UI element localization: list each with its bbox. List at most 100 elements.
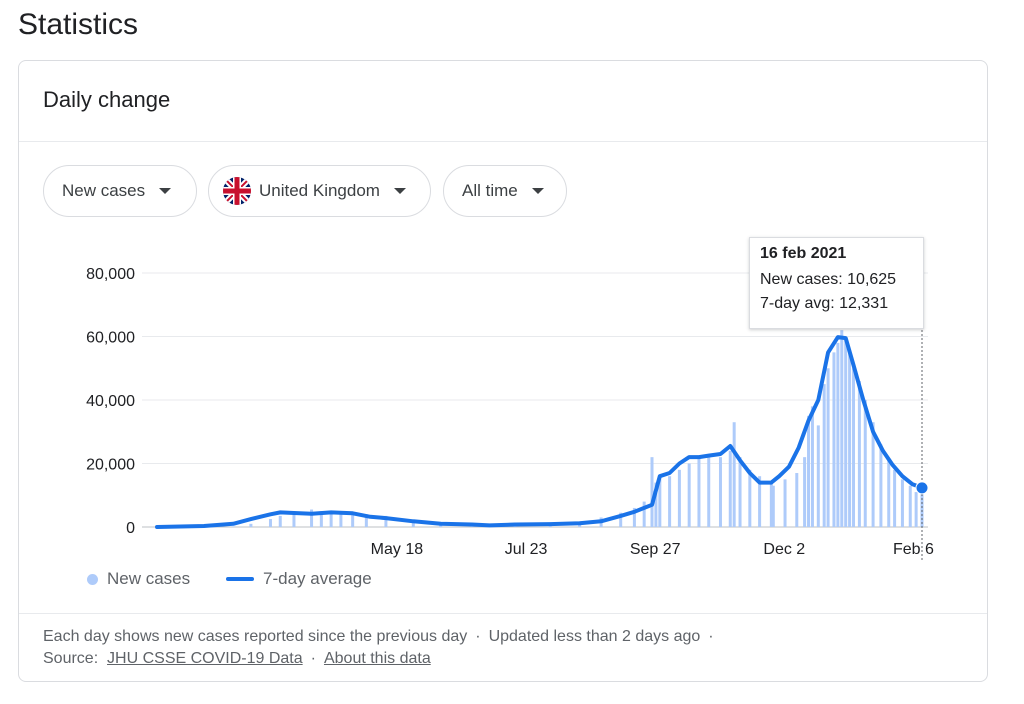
tooltip-new-cases: New cases: 10,625 <box>760 271 897 288</box>
case-bar <box>822 384 826 527</box>
case-bar <box>268 519 272 527</box>
case-bar <box>642 501 646 527</box>
case-bar <box>769 482 773 527</box>
case-bar <box>879 444 883 527</box>
footer-separator: · <box>475 628 481 645</box>
case-bar <box>687 463 691 527</box>
case-bar <box>411 520 415 527</box>
case-bar <box>748 469 752 527</box>
tooltip-7day-avg: 7-day avg: 12,331 <box>760 295 889 312</box>
daily-change-card: Daily change New cases United Kingdom Al… <box>18 60 988 682</box>
case-bar <box>844 336 848 527</box>
x-tick-label: May 18 <box>371 541 424 558</box>
case-bar <box>677 469 681 527</box>
footer-line-2: Source: JHU CSSE COVID-19 Data · About thi… <box>43 650 431 668</box>
case-bar <box>632 507 636 527</box>
footer-line-1: Each day shows new cases reported since … <box>43 628 722 646</box>
caret-down-icon <box>159 188 172 194</box>
line-series <box>155 330 929 560</box>
legend-line-swatch <box>226 577 254 581</box>
footer-source-label: Source: <box>43 650 99 667</box>
case-bar <box>810 406 814 527</box>
card-footer-divider <box>19 613 987 614</box>
case-bar <box>249 523 253 527</box>
case-bar <box>231 526 235 527</box>
caret-down-icon <box>393 188 406 194</box>
region-dropdown-label: United Kingdom <box>259 181 380 200</box>
case-bar <box>857 380 861 527</box>
case-bar <box>658 477 662 527</box>
case-bar <box>292 512 296 527</box>
case-bar <box>893 469 897 527</box>
legend-7day-average: 7-day average <box>226 569 372 589</box>
case-bar <box>887 460 891 527</box>
case-bar <box>803 457 807 527</box>
y-tick-label: 20,000 <box>86 457 135 474</box>
card-title: Daily change <box>43 87 171 112</box>
card-header-divider <box>19 141 987 142</box>
case-bar <box>650 457 654 527</box>
case-bar <box>668 476 672 527</box>
footer-description: Each day shows new cases reported since … <box>43 628 468 645</box>
case-bar <box>738 457 742 527</box>
y-tick-label: 40,000 <box>86 393 135 410</box>
case-bar <box>871 422 875 527</box>
case-bar <box>728 450 732 527</box>
caret-down-icon <box>531 188 544 194</box>
case-bar <box>914 492 918 527</box>
range-dropdown[interactable]: All time <box>443 165 567 217</box>
case-bar <box>364 514 368 527</box>
case-bar <box>832 352 836 527</box>
avg-line <box>155 335 924 529</box>
case-bar <box>836 342 840 527</box>
case-bar <box>329 511 333 527</box>
case-bar <box>707 453 711 527</box>
y-tick-label: 0 <box>126 520 135 537</box>
case-bar <box>795 473 799 527</box>
case-bar <box>807 415 811 527</box>
footer-separator: · <box>310 650 316 667</box>
case-bar <box>900 479 904 527</box>
chart-axes: 0 20,000 40,000 60,000 80,000 May 18 Jul 23 Sep… <box>86 266 934 558</box>
case-bar <box>654 482 658 527</box>
case-bar <box>310 509 314 527</box>
footer-separator: · <box>708 628 714 645</box>
x-tick-label: Jul 23 <box>505 541 548 558</box>
case-bar <box>848 352 852 527</box>
case-bar <box>771 485 775 527</box>
case-bar <box>619 512 623 527</box>
case-bar <box>278 515 282 527</box>
case-bar <box>351 512 355 527</box>
case-bar <box>697 457 701 527</box>
about-data-link[interactable]: About this data <box>323 650 431 667</box>
case-bar <box>339 512 343 527</box>
case-bar <box>384 515 388 527</box>
metric-dropdown-label: New cases <box>62 181 146 200</box>
region-dropdown[interactable]: United Kingdom <box>208 165 431 217</box>
x-tick-label: Feb 6 <box>893 541 934 558</box>
legend-bar-swatch <box>87 573 98 585</box>
x-tick-label: Sep 27 <box>630 541 681 558</box>
range-dropdown-label: All time <box>462 181 518 200</box>
metric-dropdown[interactable]: New cases <box>43 165 197 217</box>
tooltip-date: 16 feb 2021 <box>760 245 847 262</box>
legend-new-cases-label: New cases <box>107 569 191 588</box>
legend-new-cases: New cases <box>87 569 190 589</box>
case-bar <box>840 330 844 527</box>
case-bar <box>908 485 912 527</box>
footer-updated: Updated less than 2 days ago <box>488 628 701 645</box>
case-bar <box>319 511 323 527</box>
case-bar <box>816 425 820 527</box>
x-tick-label: Dec 2 <box>763 541 805 558</box>
case-bar <box>852 368 856 527</box>
source-link[interactable]: JHU CSSE COVID-19 Data <box>107 650 303 667</box>
case-bar <box>718 457 722 527</box>
chart-tooltip: 16 feb 2021 New cases: 10,625 7-day avg:… <box>749 237 924 329</box>
case-bar <box>732 422 736 527</box>
legend-average-label: 7-day average <box>263 569 372 588</box>
case-bar <box>783 479 787 527</box>
page-title: Statistics <box>18 8 139 41</box>
case-bar <box>863 400 867 527</box>
bar-series <box>202 330 924 527</box>
